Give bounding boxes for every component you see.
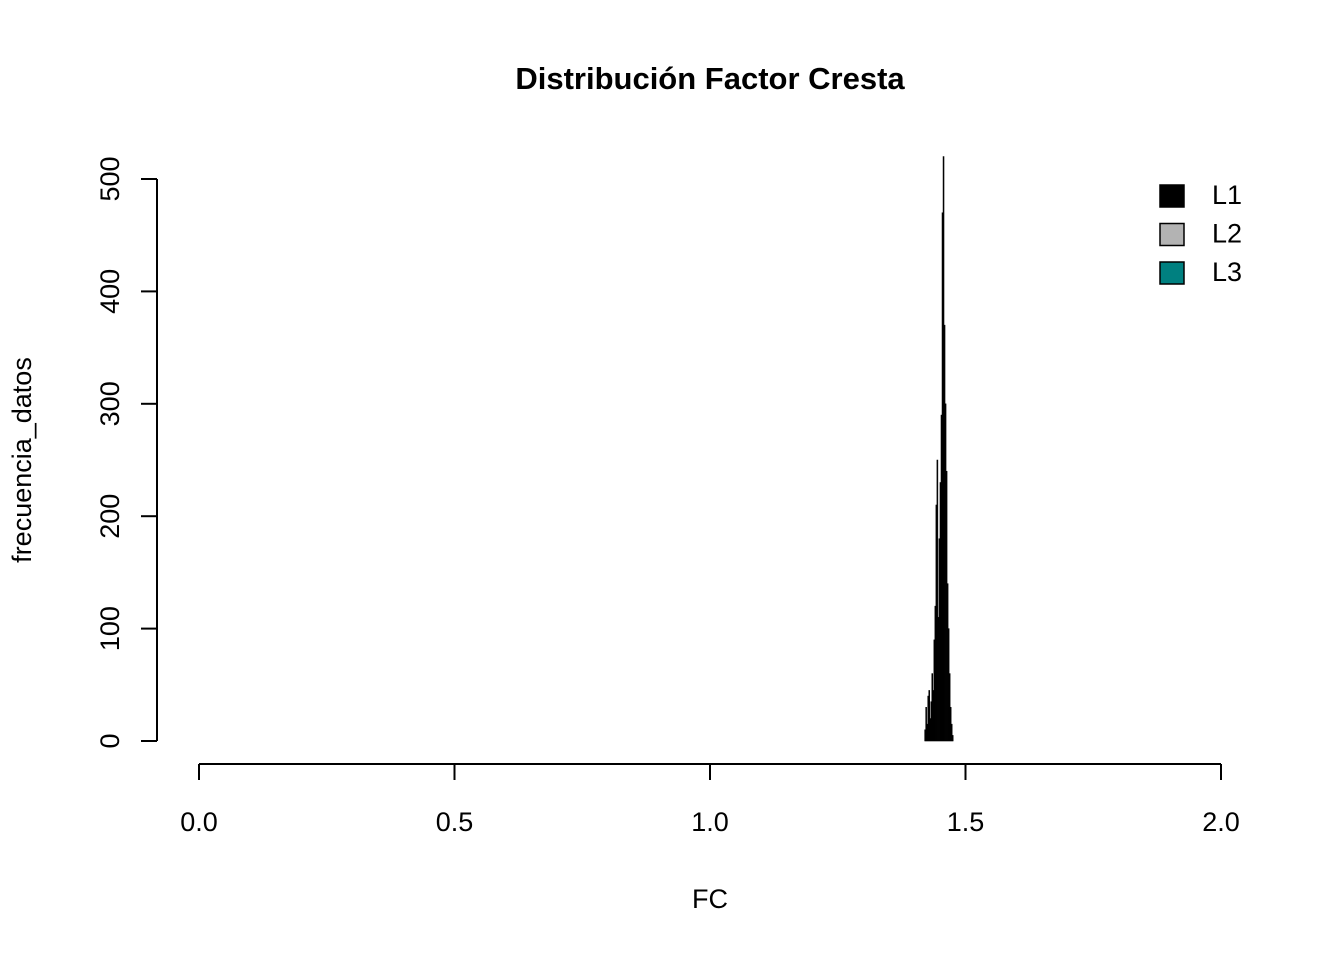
x-tick-label: 0.5 [436, 807, 474, 837]
x-tick-label: 1.5 [947, 807, 985, 837]
x-axis-label: FC [692, 884, 728, 914]
y-tick-label: 500 [95, 156, 125, 201]
y-tick-label: 0 [95, 733, 125, 748]
legend-swatch [1159, 222, 1185, 247]
y-axis-label: frecuencia_datos [7, 357, 37, 563]
histogram-bar [928, 690, 930, 742]
histogram-bar [950, 723, 953, 742]
y-tick-label: 400 [95, 269, 125, 314]
legend-label: L2 [1212, 219, 1242, 249]
legend-label: L1 [1212, 180, 1242, 210]
legend-swatch [1159, 261, 1185, 285]
legend-swatch [1159, 184, 1185, 208]
x-tick-label: 1.0 [691, 807, 729, 837]
y-tick-label: 100 [95, 606, 125, 651]
histogram-bar [951, 735, 954, 742]
y-tick-label: 200 [95, 494, 125, 539]
histogram-bar [936, 459, 939, 742]
legend-label: L3 [1212, 257, 1242, 287]
chart-title: Distribución Factor Cresta [515, 61, 905, 96]
x-tick-label: 2.0 [1202, 807, 1240, 837]
x-tick-label: 0.0 [180, 807, 218, 837]
y-tick-label: 300 [95, 381, 125, 426]
